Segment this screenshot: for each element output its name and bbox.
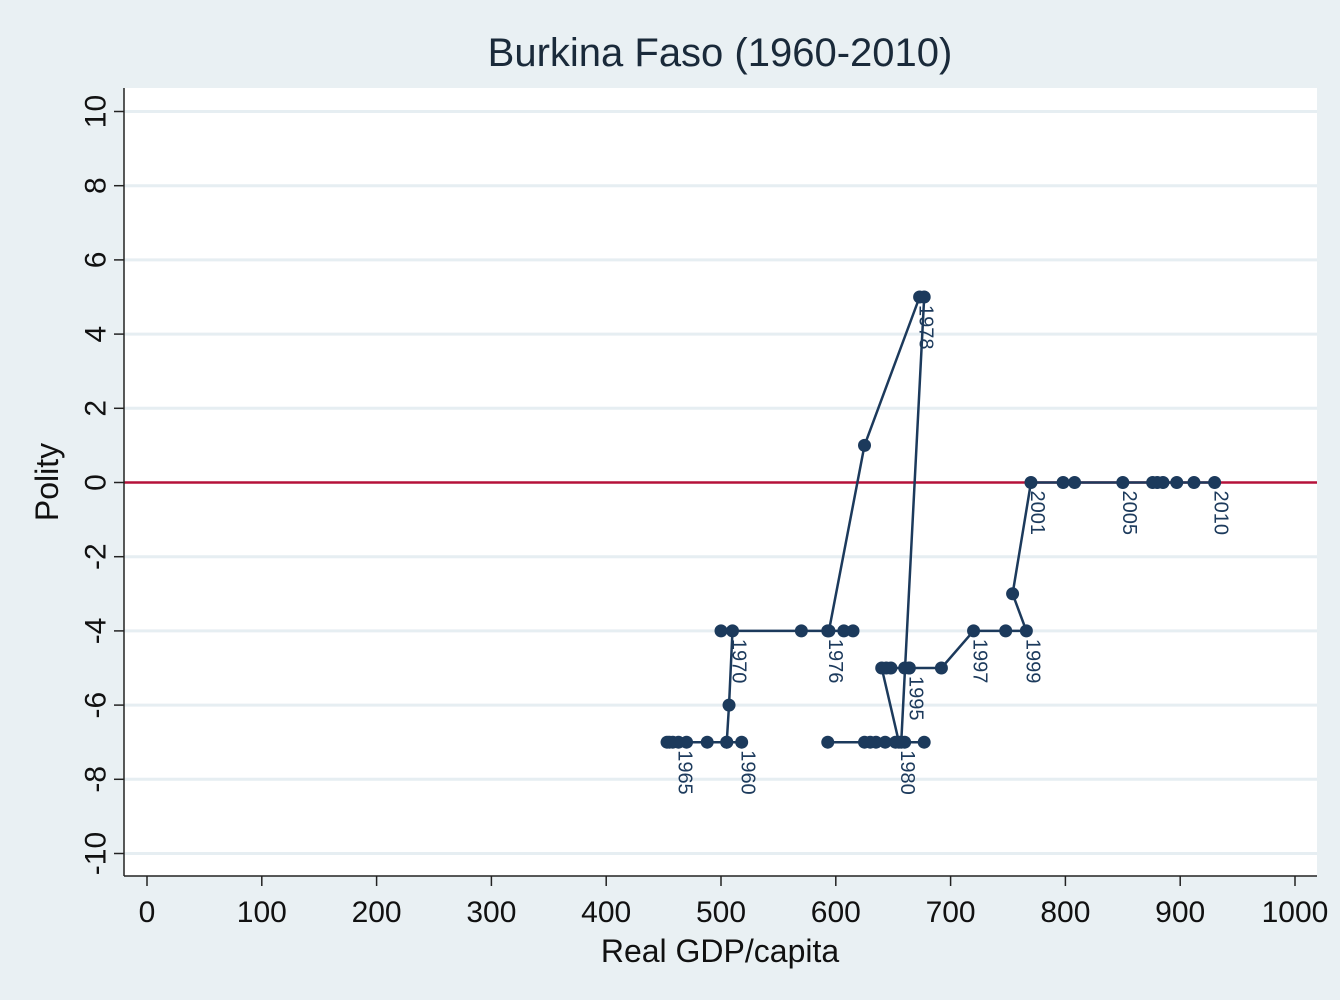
point-label-1980: 1980 <box>896 750 918 795</box>
data-point-2007 <box>1156 476 1170 489</box>
y-tick-label: 10 <box>80 95 113 128</box>
y-tick-label: -8 <box>80 766 113 793</box>
data-point-1999 <box>1019 624 1033 638</box>
data-point-1965 <box>672 735 686 749</box>
point-label-2005: 2005 <box>1118 491 1140 536</box>
data-point-1975 <box>846 624 860 638</box>
series: 1960 1965 1970 1976 1978 1980 1995 1997 1999 2001… <box>660 290 1232 795</box>
data-point-1995 <box>902 661 916 675</box>
data-point-1976 <box>822 624 836 638</box>
y-tick-label: 0 <box>80 474 113 491</box>
point-label-1999: 1999 <box>1021 639 1043 684</box>
data-point-2001 <box>1024 476 1038 489</box>
x-tick-label: 400 <box>581 896 631 929</box>
data-point-1969 <box>722 698 736 712</box>
data-point-1998 <box>999 624 1013 638</box>
data-point-1977 <box>858 438 871 452</box>
point-label-1960: 1960 <box>737 750 759 795</box>
data-point-1981 <box>917 735 931 749</box>
point-label-1970: 1970 <box>727 639 749 684</box>
x-tick-label: 200 <box>352 896 402 929</box>
point-label-1997: 1997 <box>969 639 991 684</box>
data-point-1968 <box>720 735 734 749</box>
data-point-2005 <box>1116 476 1130 489</box>
point-label-1976: 1976 <box>824 639 846 684</box>
x-tick-label: 500 <box>696 896 746 929</box>
x-axis-label: Real GDP/capita <box>601 933 840 969</box>
point-label-1978: 1978 <box>915 305 937 350</box>
data-point-1962 <box>700 735 714 749</box>
x-tick-label: 100 <box>237 896 287 929</box>
data-point-2009 <box>1187 476 1201 489</box>
point-label-2001: 2001 <box>1026 491 1048 536</box>
y-tick-label: -2 <box>80 543 113 570</box>
data-point-2000 <box>1006 587 1020 601</box>
data-point-1987 <box>821 735 835 749</box>
y-tick-label: 6 <box>80 252 113 269</box>
data-point-1996 <box>934 661 948 675</box>
data-point-2006 <box>1146 476 1160 489</box>
data-point-2008 <box>1170 476 1184 489</box>
x-tick-label: 900 <box>1155 896 1205 929</box>
data-point-1984 <box>878 735 892 749</box>
gridlines <box>124 110 1317 855</box>
y-tick-label: 8 <box>80 177 113 194</box>
x-tick-label: 700 <box>926 896 976 929</box>
data-point-1960 <box>735 735 749 749</box>
x-tick-label: 800 <box>1040 896 1090 929</box>
y-tick-label: -6 <box>80 692 113 719</box>
data-point-2003 <box>1068 476 1082 489</box>
data-point-1988 <box>863 735 877 749</box>
data-point-1979 <box>917 290 931 304</box>
data-point-1989 <box>892 735 906 749</box>
data-point-1971 <box>714 624 728 638</box>
y-tick-label: 2 <box>80 400 113 417</box>
y-tick-label: -10 <box>80 832 113 875</box>
data-point-1974 <box>837 624 851 638</box>
point-label-1965: 1965 <box>674 750 696 795</box>
data-point-2002 <box>1056 476 1070 489</box>
point-label-2010: 2010 <box>1210 491 1232 536</box>
x-tick-label: 600 <box>811 896 861 929</box>
point-label-1995: 1995 <box>904 676 926 721</box>
chart-title: Burkina Faso (1960-2010) <box>488 31 953 75</box>
data-point-1970 <box>725 624 739 638</box>
x-tick-label: 0 <box>139 896 156 929</box>
data-point-1972 <box>794 624 808 638</box>
data-point-1967 <box>662 735 676 749</box>
y-tick-label: 4 <box>80 326 113 343</box>
y-axis-label: Polity <box>29 443 65 521</box>
x-tick-label: 1000 <box>1262 896 1329 929</box>
data-point-1992 <box>879 661 893 675</box>
data-point-2010 <box>1208 476 1222 489</box>
y-tick-label: -4 <box>80 618 113 645</box>
data-point-1997 <box>967 624 981 638</box>
x-tick-label: 300 <box>466 896 516 929</box>
